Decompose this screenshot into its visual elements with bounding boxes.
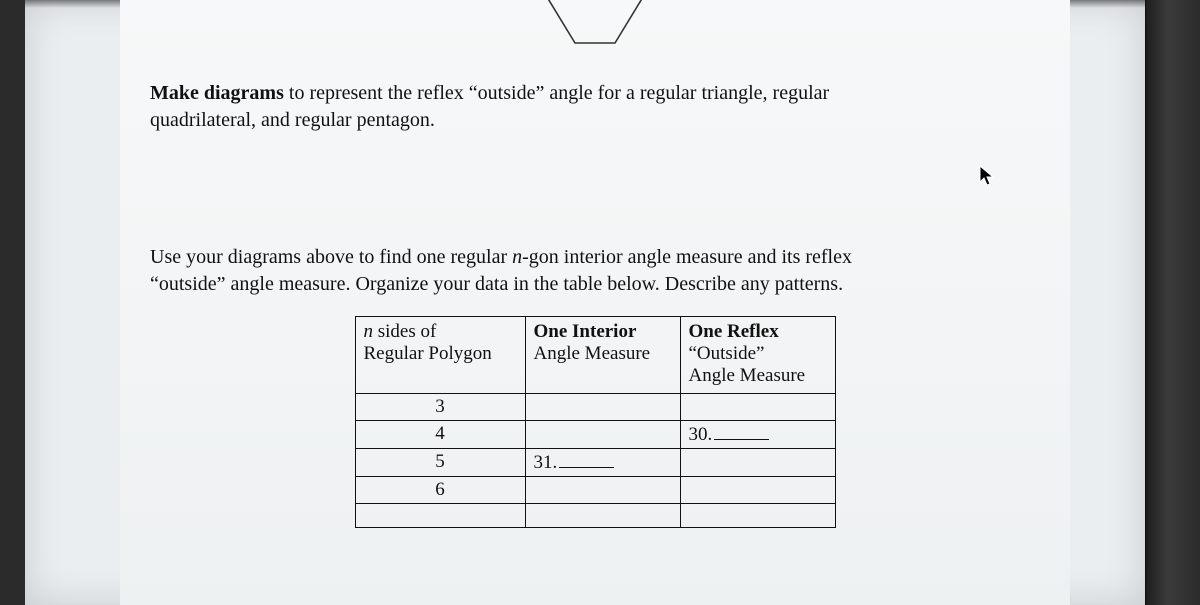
cell-int-2: 31. [525,449,680,477]
diagram-workspace [150,134,1040,244]
cell-ref-3 [680,477,835,504]
header-ref-line2: “Outside” [689,343,765,364]
table-row: 6 [355,477,835,504]
document-page: Make diagrams to represent the reflex “o… [120,0,1070,605]
page-tab-notch [150,0,1040,50]
blank-line-icon [714,423,769,440]
header-interior: One Interior Angle Measure [525,317,680,394]
header-int-line1: One Interior [534,321,637,342]
table-row [355,504,835,528]
monitor-bezel-left [0,0,25,605]
table-row: 5 31. [355,449,835,477]
header-int-line2: Angle Measure [534,343,651,364]
header-n-sides: n sides of Regular Polygon [355,317,525,394]
cell-ref-4 [680,504,835,528]
monitor-bezel-right [1145,0,1200,605]
header-reflex: One Reflex “Outside” Angle Measure [680,317,835,394]
header-n-rest: sides of [373,321,436,342]
blank-line-icon [559,451,614,468]
answer-30: 30. [689,424,713,445]
cell-ref-1: 30. [680,421,835,449]
cell-ref-2 [680,449,835,477]
table-header-row: n sides of Regular Polygon One Interior … [355,317,835,394]
header-ref-line3: Angle Measure [689,365,806,386]
para2-italic-n: n [512,246,522,268]
instruction-paragraph-1: Make diagrams to represent the reflex “o… [150,80,910,134]
cell-int-1 [525,421,680,449]
screen-area: Make diagrams to represent the reflex “o… [25,0,1145,605]
cell-int-0 [525,394,680,421]
cell-n-0: 3 [355,394,525,421]
cell-int-3 [525,477,680,504]
header-italic-n: n [364,321,374,342]
bold-lead: Make diagrams [150,82,284,104]
cell-int-4 [525,504,680,528]
cell-n-4 [355,504,525,528]
cell-ref-0 [680,394,835,421]
answer-31: 31. [534,452,558,473]
cell-n-1: 4 [355,421,525,449]
table-row: 3 [355,394,835,421]
table-container: n sides of Regular Polygon One Interior … [150,316,1040,528]
table-row: 4 30. [355,421,835,449]
para2-pre: Use your diagrams above to find one regu… [150,246,512,268]
cell-n-2: 5 [355,449,525,477]
header-n-line2: Regular Polygon [364,343,492,364]
cell-n-3: 6 [355,477,525,504]
polygon-angle-table: n sides of Regular Polygon One Interior … [355,316,836,528]
instruction-paragraph-2: Use your diagrams above to find one regu… [150,244,910,298]
header-ref-line1: One Reflex [689,321,779,342]
trapezoid-tab-icon [475,0,715,50]
monitor-frame: Make diagrams to represent the reflex “o… [0,0,1200,605]
